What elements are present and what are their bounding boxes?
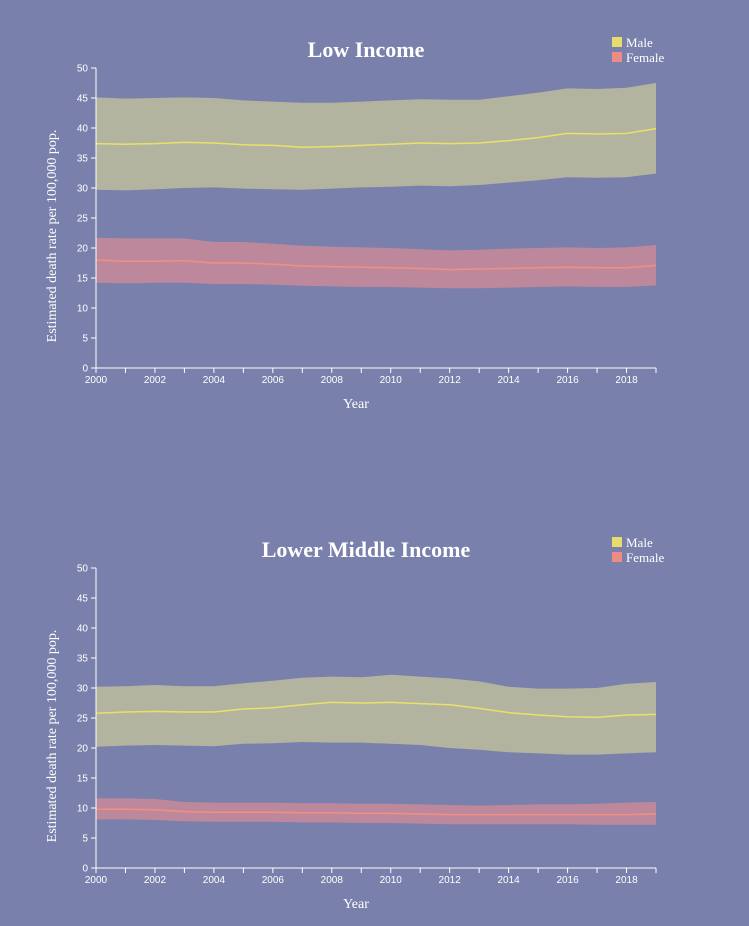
chart-lower-middle-income: Lower Middle Income 0 5 10 15 20 25 30 35 40 45 50 2… [45,535,664,912]
legend-label-male: Male [626,35,653,50]
chart-low-income: Low Income 0 5 10 15 20 25 30 35 40 45 50 2000 2002 20… [45,35,664,412]
y-tick-label: 50 [77,64,89,75]
x-tick-label: 2000 [85,875,108,886]
y-tick-label: 20 [77,744,89,755]
y-tick-label: 45 [77,594,89,605]
x-tick-label: 2012 [439,375,462,386]
y-tick-label: 5 [82,834,88,845]
y-tick-label: 25 [77,714,89,725]
y-tick-label: 30 [77,184,89,195]
y-tick-label: 20 [77,244,89,255]
x-tick-label: 2006 [262,375,285,386]
female-confidence-band [96,798,656,825]
male-confidence-band [96,83,656,191]
y-tick-label: 15 [77,774,89,785]
x-tick-label: 2010 [380,375,403,386]
x-tick-label: 2006 [262,875,285,886]
x-tick-label: 2012 [439,875,462,886]
y-axis-label: Estimated death rate per 100,000 pop. [45,630,60,843]
y-tick-label: 35 [77,654,89,665]
y-tick-label: 30 [77,684,89,695]
y-tick-label: 35 [77,154,89,165]
y-tick-label: 0 [82,864,88,875]
x-tick-label: 2014 [498,875,521,886]
legend-label-female: Female [626,50,664,65]
x-tick-label: 2002 [144,375,167,386]
y-tick-label: 40 [77,124,89,135]
legend-swatch-male [612,37,622,47]
y-tick-label: 25 [77,214,89,225]
legend-swatch-female [612,552,622,562]
legend-label-female: Female [626,550,664,565]
y-tick-label: 45 [77,94,89,105]
y-tick-label: 15 [77,274,89,285]
x-tick-label: 2016 [556,375,579,386]
x-axis-label: Year [343,397,369,412]
x-axis-label: Year [343,897,369,912]
x-tick-label: 2000 [85,375,108,386]
y-tick-label: 10 [77,304,89,315]
male-confidence-band [96,674,656,755]
female-confidence-band [96,237,656,289]
chart-title: Lower Middle Income [262,537,471,562]
legend-label-male: Male [626,535,653,550]
legend-swatch-female [612,52,622,62]
x-tick-label: 2016 [556,875,579,886]
x-tick-label: 2004 [203,875,226,886]
y-tick-label: 10 [77,804,89,815]
x-tick-label: 2002 [144,875,167,886]
male-series-line [95,127,657,148]
x-tick-label: 2010 [380,875,403,886]
x-tick-label: 2018 [615,375,638,386]
y-tick-label: 0 [82,364,88,375]
chart-title: Low Income [308,37,425,62]
y-tick-label: 40 [77,624,89,635]
x-tick-label: 2004 [203,375,226,386]
female-series-line [95,259,657,271]
y-tick-label: 50 [77,564,89,575]
male-series-line [95,701,657,719]
y-tick-label: 5 [82,334,88,345]
x-tick-label: 2014 [498,375,521,386]
female-series-line [96,808,657,816]
y-axis-label: Estimated death rate per 100,000 pop. [45,130,60,343]
legend-swatch-male [612,537,622,547]
x-tick-label: 2018 [615,875,638,886]
x-tick-label: 2008 [321,375,344,386]
x-tick-label: 2008 [321,875,344,886]
